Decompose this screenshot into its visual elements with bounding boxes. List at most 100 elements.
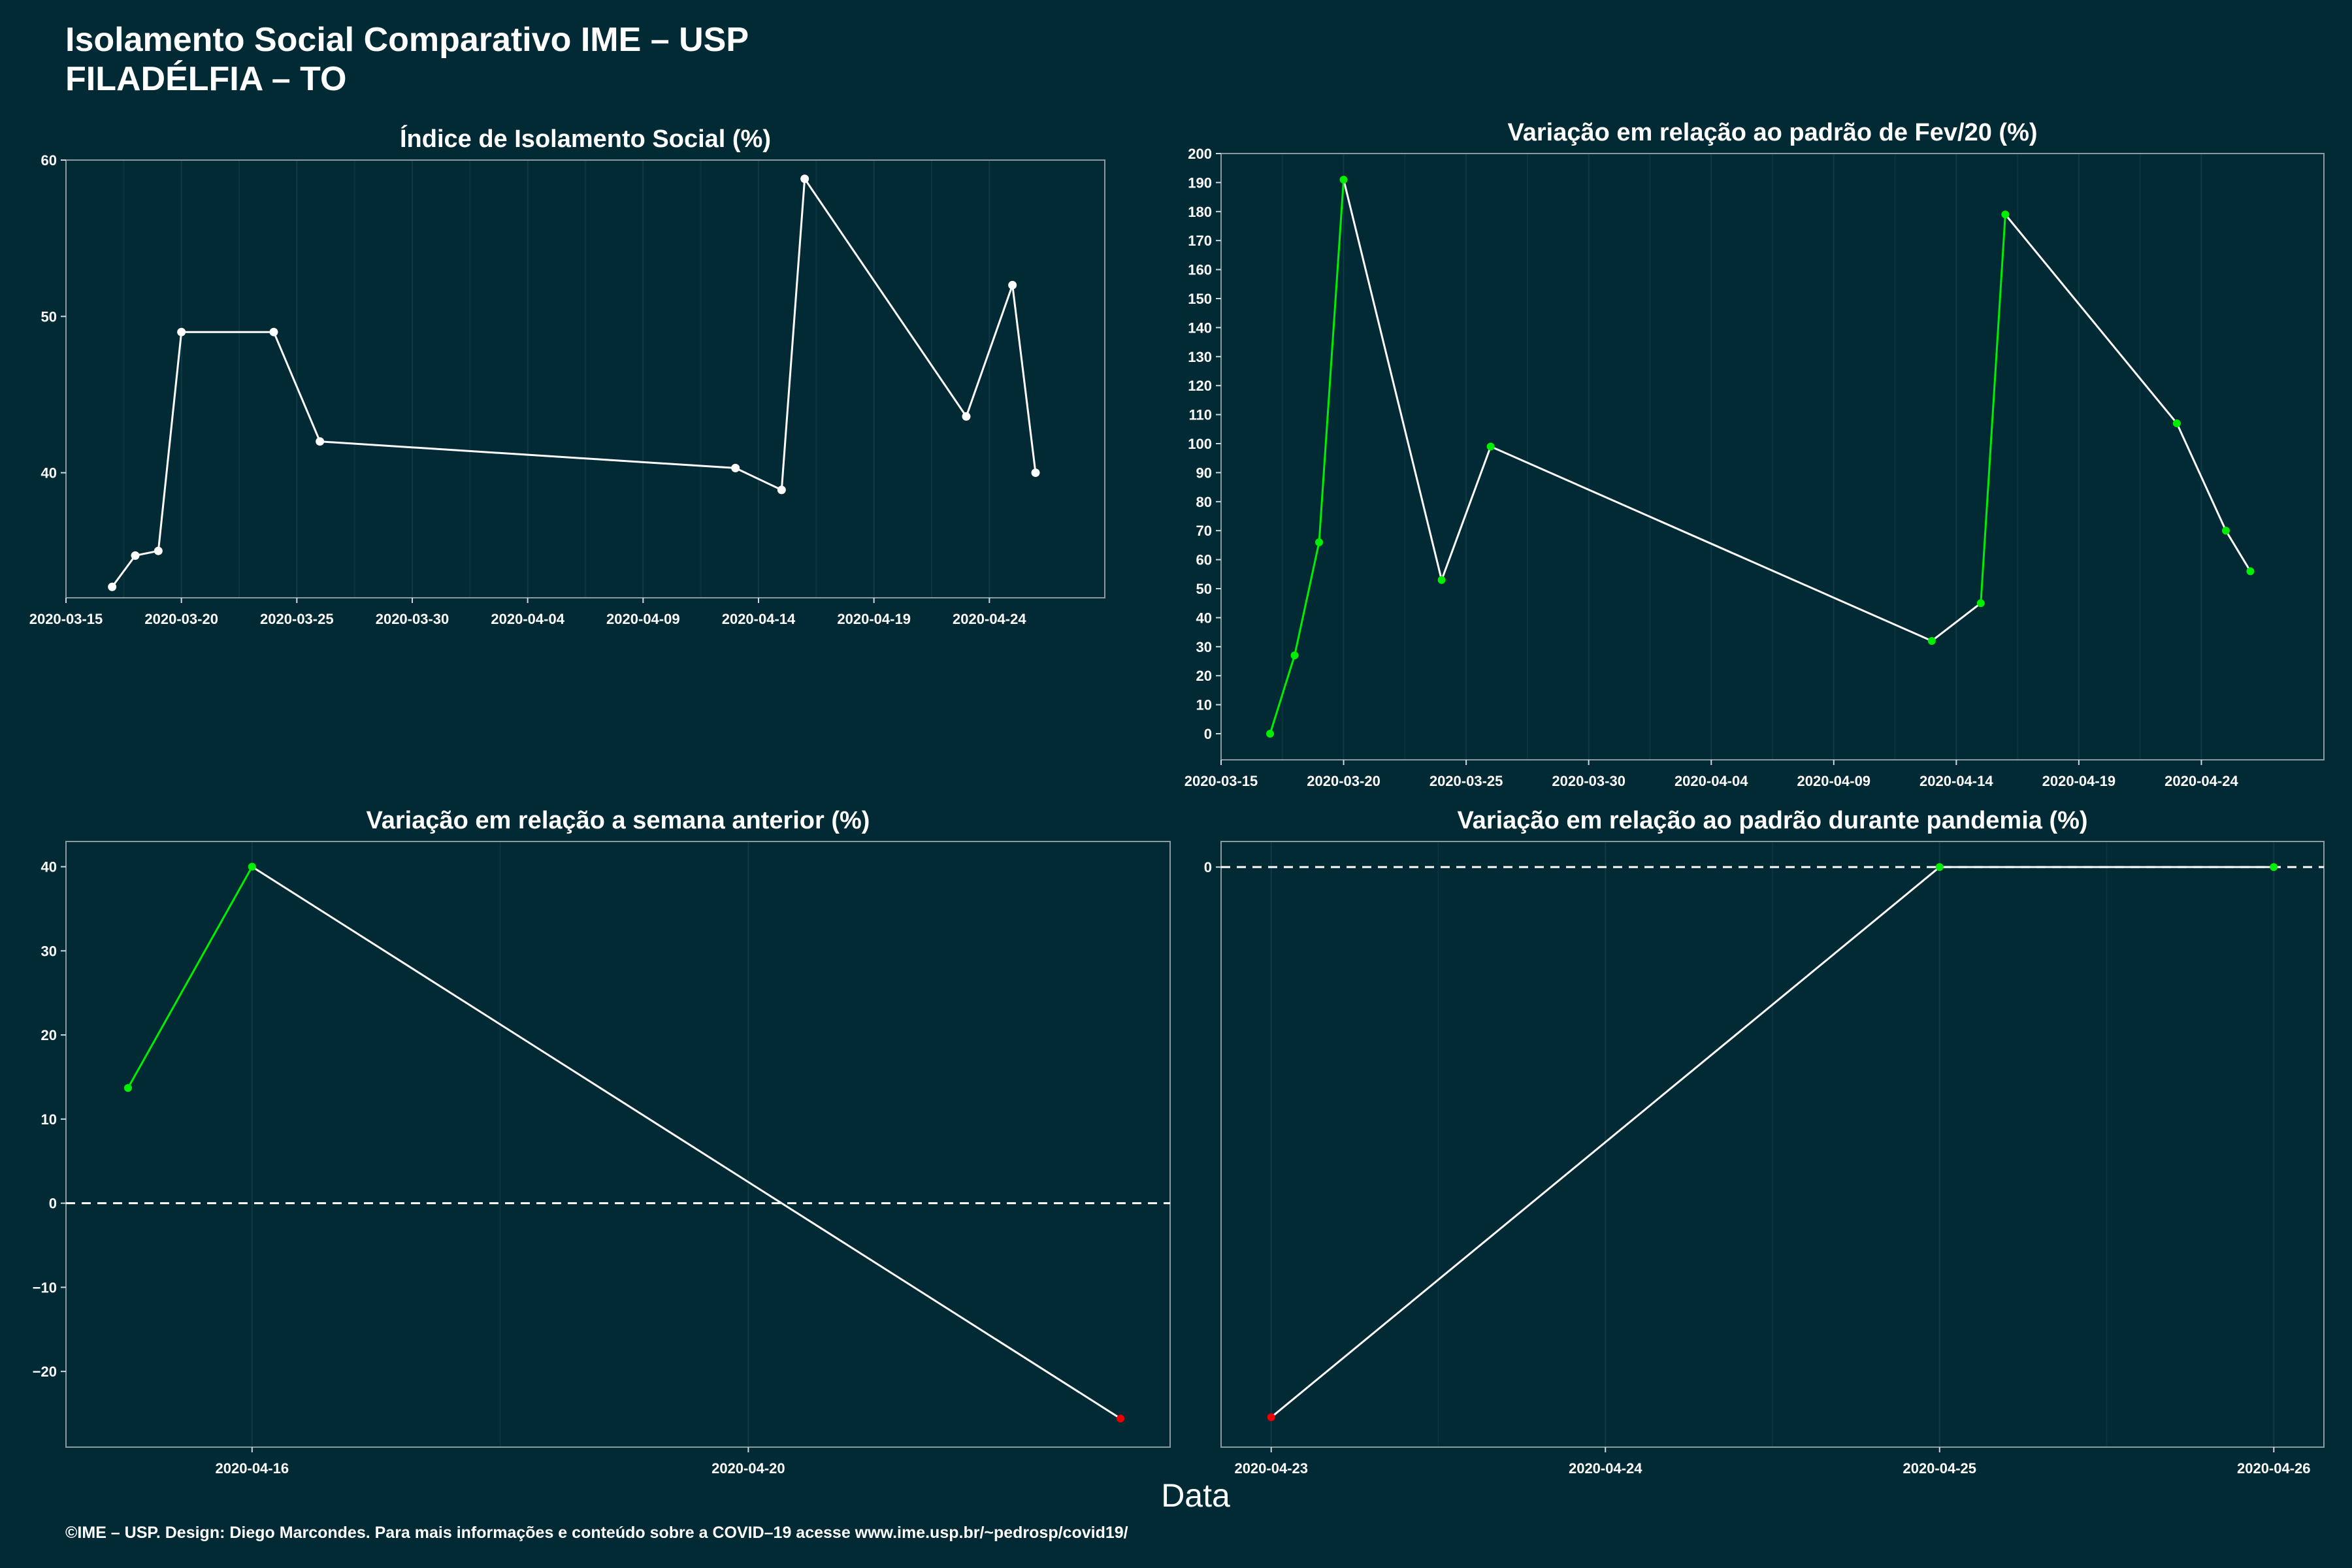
series-segment	[1980, 214, 2006, 604]
panel-frame	[65, 841, 1171, 1448]
x-tick-label: 2020-04-09	[606, 611, 680, 627]
series-segment	[2176, 423, 2227, 531]
y-tick-label: 150	[1188, 291, 1212, 307]
data-point	[1976, 599, 1985, 608]
y-tick-label: 20	[41, 1027, 57, 1043]
data-point	[316, 437, 325, 446]
y-tick-label: 10	[1196, 697, 1212, 713]
y-tick-label: 180	[1188, 204, 1212, 220]
panel-isolamento: Índice de Isolamento Social (%) 40 50 60 202…	[29, 124, 1105, 627]
data-point	[248, 862, 256, 871]
series-segment	[1270, 866, 1940, 1418]
series-segment	[1931, 602, 1982, 642]
x-tick-label: 2020-03-20	[1307, 773, 1380, 789]
data-point	[177, 327, 186, 336]
series-segment	[272, 331, 321, 442]
x-tick-label: 2020-03-25	[1429, 773, 1503, 789]
panel-frame	[1220, 153, 2325, 760]
panel-semana: Variação em relação a semana anterior (%…	[33, 807, 1171, 1477]
data-point	[1117, 1414, 1125, 1423]
y-tick-label: 0	[49, 1196, 57, 1212]
data-point	[1008, 280, 1017, 289]
x-tick-label: 2020-04-04	[491, 611, 564, 627]
data-point	[2270, 863, 2278, 872]
data-point	[1339, 175, 1348, 184]
x-tick-label: 2020-04-19	[837, 611, 911, 627]
x-tick-label: 2020-04-19	[2042, 773, 2116, 789]
figure-subtitle: FILADÉLFIA – TO	[65, 60, 346, 98]
x-axis-label: Data	[1161, 1477, 1230, 1514]
series-segment	[2225, 530, 2251, 572]
series-segment	[319, 440, 736, 469]
figure-title: Isolamento Social Comparativo IME – USP	[65, 21, 749, 59]
x-tick-label: 2020-04-09	[1797, 773, 1871, 789]
data-point	[123, 1084, 132, 1092]
y-tick-label: 10	[41, 1111, 57, 1128]
data-point	[154, 546, 163, 555]
series-segment	[157, 332, 183, 551]
x-tick-label: 2020-04-23	[1234, 1460, 1308, 1477]
x-tick-label: 2020-04-25	[1903, 1460, 1976, 1477]
y-tick-label: 40	[41, 465, 57, 482]
data-point	[1267, 1413, 1275, 1422]
y-tick-label: −10	[33, 1279, 57, 1296]
y-tick-label: 0	[1204, 859, 1212, 875]
series-segment	[1011, 285, 1037, 473]
series-segment	[735, 467, 782, 491]
y-tick-label: 130	[1188, 349, 1212, 365]
panel-fev20: Variação em relação ao padrão de Fev/20 …	[1184, 119, 2325, 789]
series-segment	[127, 866, 253, 1088]
panel-title: Variação em relação a semana anterior (%…	[367, 807, 870, 834]
data-point	[1486, 442, 1495, 451]
y-tick-label: 100	[1188, 436, 1212, 452]
x-tick-label: 2020-04-04	[1674, 773, 1748, 789]
data-point	[131, 551, 140, 560]
series-segment	[1294, 542, 1320, 656]
y-tick-label: 30	[1196, 639, 1212, 655]
series-segment	[1318, 179, 1345, 543]
x-tick-label: 2020-04-26	[2237, 1460, 2311, 1477]
series-segment	[1343, 179, 1443, 581]
panel-pandemia: Variação em relação ao padrão durante pa…	[1204, 807, 2325, 1477]
data-point	[1437, 576, 1446, 584]
series-segment	[252, 866, 1121, 1420]
y-tick-label: 140	[1188, 319, 1212, 336]
data-point	[2246, 567, 2255, 576]
y-tick-label: 50	[41, 308, 57, 325]
data-point	[1927, 636, 1936, 645]
series-segment	[780, 178, 806, 491]
data-point	[1266, 730, 1275, 738]
y-tick-label: 110	[1189, 407, 1213, 423]
footer-credit: ©IME – USP. Design: Diego Marcondes. Par…	[65, 1524, 1128, 1542]
series-segment	[965, 284, 1014, 417]
data-point	[2221, 527, 2230, 535]
series-segment	[1490, 446, 1933, 642]
data-point	[800, 174, 809, 184]
y-tick-label: 190	[1188, 174, 1212, 191]
x-tick-label: 2020-03-15	[1184, 773, 1258, 789]
y-tick-label: 60	[41, 152, 57, 169]
x-tick-label: 2020-04-20	[711, 1460, 785, 1477]
data-point	[777, 485, 786, 495]
panel-title: Índice de Isolamento Social (%)	[400, 124, 771, 153]
series-segment	[2004, 214, 2178, 424]
y-tick-label: 160	[1188, 262, 1212, 278]
series-segment	[1269, 655, 1296, 734]
x-tick-label: 2020-03-25	[260, 611, 334, 627]
y-tick-label: 80	[1196, 494, 1212, 510]
y-tick-label: 60	[1196, 552, 1212, 568]
series-segment	[804, 178, 968, 417]
x-tick-label: 2020-03-30	[1552, 773, 1625, 789]
x-tick-label: 2020-04-14	[1919, 773, 1993, 789]
data-point	[1315, 538, 1324, 546]
y-tick-label: 50	[1196, 581, 1212, 597]
y-tick-label: 200	[1188, 146, 1212, 162]
y-tick-label: 90	[1196, 465, 1212, 481]
x-tick-label: 2020-04-14	[722, 611, 796, 627]
series-segment	[111, 555, 137, 588]
data-point	[962, 412, 971, 421]
x-tick-label: 2020-04-24	[1569, 1460, 1642, 1477]
data-point	[731, 463, 740, 472]
